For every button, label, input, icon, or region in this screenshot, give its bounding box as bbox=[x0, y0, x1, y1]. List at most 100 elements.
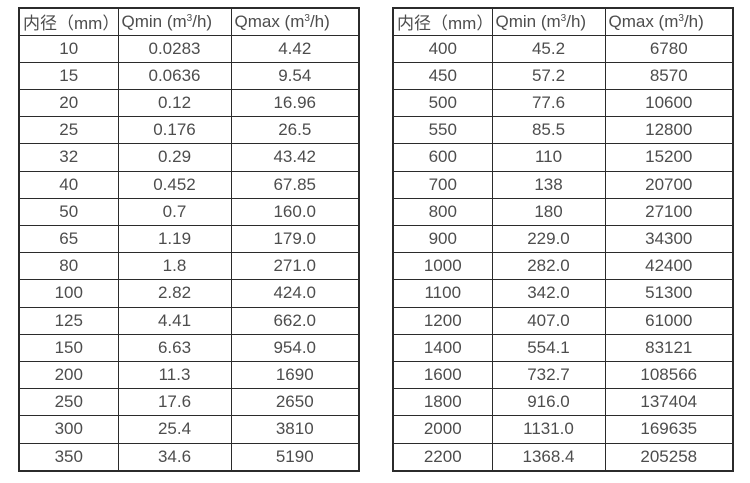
table-row: 250 17.6 2650 bbox=[18, 388, 360, 417]
diameter-cell: 450 bbox=[392, 61, 493, 90]
diameter-cell: 150 bbox=[18, 333, 119, 362]
table-row: 10 0.0283 4.42 bbox=[18, 34, 360, 63]
qmin-cell: 4.41 bbox=[117, 306, 232, 335]
qmin-cell: 0.12 bbox=[117, 88, 232, 118]
diameter-cell: 500 bbox=[392, 88, 493, 118]
diameter-cell: 300 bbox=[18, 415, 119, 444]
table-row: 125 4.41 662.0 bbox=[18, 306, 360, 335]
table-row: 500 77.6 10600 bbox=[392, 88, 734, 118]
diameter-cell: 125 bbox=[18, 306, 119, 335]
table-row: 300 25.4 3810 bbox=[18, 415, 360, 444]
diameter-cell: 25 bbox=[18, 116, 119, 145]
qmax-cell: 61000 bbox=[604, 306, 734, 335]
column-header-diameter: 内径（mm） bbox=[18, 7, 119, 36]
qmin-unit-prefix: Qmin (m bbox=[495, 11, 561, 31]
qmax-cell: 205258 bbox=[604, 442, 734, 472]
qmin-cell: 45.2 bbox=[491, 34, 606, 63]
qmax-cell: 3810 bbox=[230, 415, 360, 444]
column-header-qmin: Qmin (m3/h) bbox=[117, 7, 232, 36]
header-row: 内径（mm） Qmin (m 3/h) Qmax (m3/h) bbox=[392, 7, 734, 36]
qmin-cell: 6.63 bbox=[117, 333, 232, 362]
qmin-cell: 0.0636 bbox=[117, 61, 232, 90]
qmax-cell: 4.42 bbox=[230, 34, 360, 63]
qmin-cell: 34.6 bbox=[117, 442, 232, 472]
qmin-cell: 0.7 bbox=[117, 197, 232, 226]
header-row: 内径（mm） Qmin (m3/h) Qmax (m3/h) bbox=[18, 7, 360, 36]
diameter-cell: 100 bbox=[18, 279, 119, 308]
table-row: 450 57.2 8570 bbox=[392, 61, 734, 90]
qmax-cell: 5190 bbox=[230, 442, 360, 472]
qmax-cell: 51300 bbox=[604, 279, 734, 308]
diameter-cell: 1600 bbox=[392, 360, 493, 390]
table-row: 1200 407.0 61000 bbox=[392, 306, 734, 335]
qmin-cell: 57.2 bbox=[491, 61, 606, 90]
cubic-superscript: 3 bbox=[186, 12, 193, 24]
table-row: 150 6.63 954.0 bbox=[18, 333, 360, 362]
qmax-cell: 16.96 bbox=[230, 88, 360, 118]
table-row: 600 110 15200 bbox=[392, 143, 734, 172]
qmin-cell: 407.0 bbox=[491, 306, 606, 335]
qmin-cell: 25.4 bbox=[117, 415, 232, 444]
qmax-cell: 15200 bbox=[604, 143, 734, 172]
table-row: 1000 282.0 42400 bbox=[392, 252, 734, 281]
table-row: 1600 732.7 108566 bbox=[392, 360, 734, 390]
qmin-cell: 1.8 bbox=[117, 252, 232, 281]
diameter-cell: 900 bbox=[392, 224, 493, 254]
qmax-cell: 179.0 bbox=[230, 224, 360, 254]
qmax-cell: 67.85 bbox=[230, 170, 360, 199]
diameter-cell: 1000 bbox=[392, 252, 493, 281]
diameter-cell: 1400 bbox=[392, 333, 493, 362]
qmin-cell: 916.0 bbox=[491, 388, 606, 417]
table-row: 800 180 27100 bbox=[392, 197, 734, 226]
qmin-cell: 732.7 bbox=[491, 360, 606, 390]
qmin-unit-prefix: Qmin (m bbox=[121, 11, 187, 31]
table-row: 40 0.452 67.85 bbox=[18, 170, 360, 199]
table-row: 100 2.82 424.0 bbox=[18, 279, 360, 308]
qmax-cell: 8570 bbox=[604, 61, 734, 90]
diameter-cell: 1200 bbox=[392, 306, 493, 335]
cubic-superscript: 3 bbox=[678, 12, 684, 24]
qmin-cell: 282.0 bbox=[491, 252, 606, 281]
diameter-cell: 350 bbox=[18, 442, 119, 472]
table-row: 1100 342.0 51300 bbox=[392, 279, 734, 308]
diameter-cell: 2200 bbox=[392, 442, 493, 472]
table-row: 400 45.2 6780 bbox=[392, 34, 734, 63]
qmin-cell: 0.176 bbox=[117, 116, 232, 145]
qmax-cell: 662.0 bbox=[230, 306, 360, 335]
qmax-cell: 271.0 bbox=[230, 252, 360, 281]
qmax-cell: 83121 bbox=[604, 333, 734, 362]
qmax-unit-prefix: Qmax (m bbox=[608, 11, 679, 31]
diameter-cell: 32 bbox=[18, 143, 119, 172]
diameter-cell: 50 bbox=[18, 197, 119, 226]
table-row: 1400 554.1 83121 bbox=[392, 333, 734, 362]
qmin-cell: 77.6 bbox=[491, 88, 606, 118]
qmax-cell: 26.5 bbox=[230, 116, 360, 145]
qmin-cell: 180 bbox=[491, 197, 606, 226]
qmin-cell: 2.82 bbox=[117, 279, 232, 308]
table-row: 550 85.5 12800 bbox=[392, 116, 734, 145]
unit-suffix: /h) bbox=[566, 11, 587, 31]
column-header-diameter: 内径（mm） bbox=[392, 7, 493, 36]
table-row: 50 0.7 160.0 bbox=[18, 197, 360, 226]
table-row: 20 0.12 16.96 bbox=[18, 88, 360, 118]
qmax-cell: 9.54 bbox=[230, 61, 360, 90]
table-row: 25 0.176 26.5 bbox=[18, 116, 360, 145]
qmin-cell: 554.1 bbox=[491, 333, 606, 362]
qmax-cell: 108566 bbox=[604, 360, 734, 390]
diameter-cell: 20 bbox=[18, 88, 119, 118]
qmax-cell: 160.0 bbox=[230, 197, 360, 226]
qmax-cell: 954.0 bbox=[230, 333, 360, 362]
qmax-cell: 2650 bbox=[230, 388, 360, 417]
diameter-cell: 550 bbox=[392, 116, 493, 145]
qmin-cell: 1.19 bbox=[117, 224, 232, 254]
diameter-cell: 250 bbox=[18, 388, 119, 417]
column-header-qmax: Qmax (m3/h) bbox=[604, 7, 734, 36]
qmax-cell: 34300 bbox=[604, 224, 734, 254]
diameter-cell: 200 bbox=[18, 360, 119, 390]
qmax-cell: 6780 bbox=[604, 34, 734, 63]
unit-suffix: /h) bbox=[192, 11, 213, 31]
diameter-cell: 700 bbox=[392, 170, 493, 199]
qmax-cell: 42400 bbox=[604, 252, 734, 281]
qmax-cell: 27100 bbox=[604, 197, 734, 226]
